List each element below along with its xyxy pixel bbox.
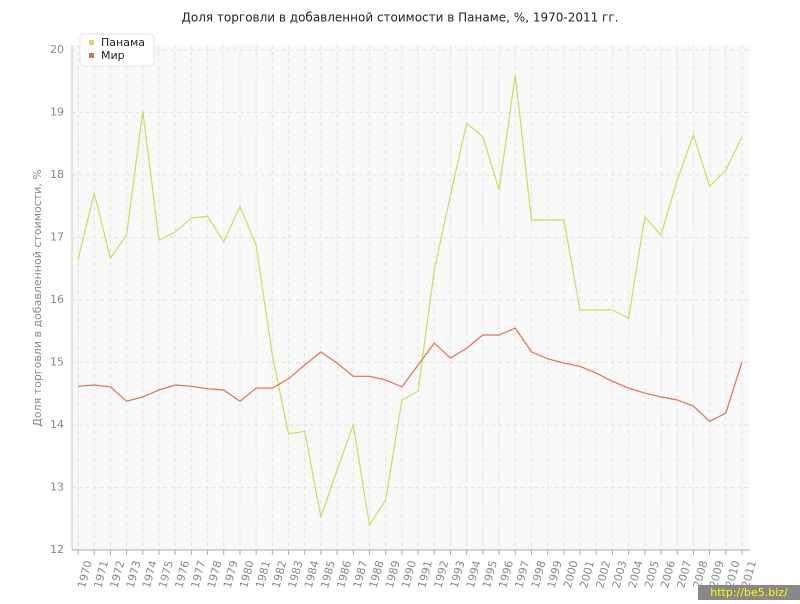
- y-tick-label: 12: [50, 543, 64, 556]
- legend-label: Панама: [101, 36, 145, 49]
- legend-swatch: [89, 53, 94, 58]
- watermark-bg: [698, 585, 800, 600]
- y-tick-label: 18: [50, 168, 64, 181]
- watermark: http://be5.biz/: [710, 586, 788, 599]
- series-line: [77, 74, 743, 527]
- series-line: [77, 327, 743, 423]
- legend-box: [79, 33, 155, 67]
- y-tick-label: 20: [50, 43, 64, 56]
- y-tick-label: 15: [50, 356, 64, 369]
- legend-label: Мир: [101, 49, 125, 62]
- y-tick-label: 14: [50, 418, 64, 431]
- legend-swatch: [89, 40, 94, 45]
- y-tick-label: 16: [50, 293, 64, 306]
- y-tick-label: 17: [50, 231, 64, 244]
- y-tick-label: 13: [50, 481, 64, 494]
- y-tick-label: 19: [50, 106, 64, 119]
- y-axis-label: Доля торговли в добавленной стоимости, %: [31, 169, 44, 427]
- plot-area: [72, 45, 750, 550]
- chart-title: Доля торговли в добавленной стоимости в …: [182, 11, 619, 25]
